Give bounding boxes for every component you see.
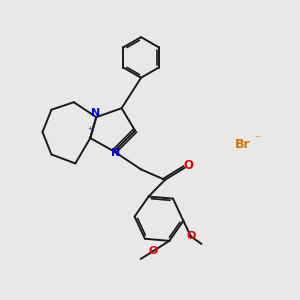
- Text: O: O: [186, 231, 196, 241]
- Text: ⁻: ⁻: [254, 133, 260, 146]
- Text: O: O: [183, 159, 193, 172]
- Text: Br: Br: [235, 137, 250, 151]
- Text: N: N: [111, 148, 120, 158]
- Text: N: N: [91, 108, 100, 118]
- Text: O: O: [148, 246, 158, 256]
- Text: ⁺: ⁺: [88, 127, 93, 136]
